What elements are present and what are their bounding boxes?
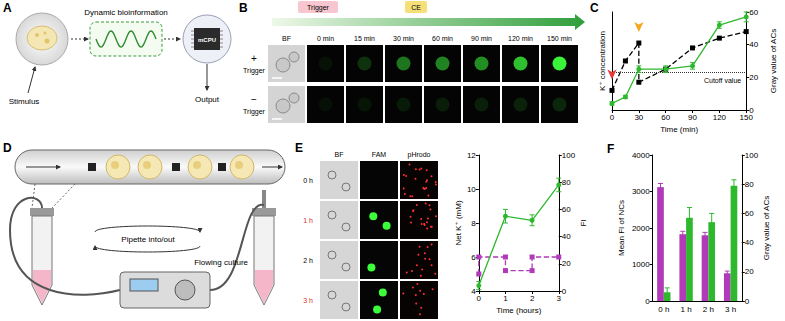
svg-text:Output: Output: [195, 95, 220, 104]
svg-text:10: 10: [467, 185, 476, 194]
svg-text:2 h: 2 h: [303, 257, 313, 264]
svg-text:Time (min): Time (min): [660, 125, 698, 134]
svg-text:+: +: [251, 53, 257, 64]
svg-text:C: C: [590, 1, 599, 15]
svg-text:1 h: 1 h: [681, 305, 692, 314]
svg-text:0 h: 0 h: [303, 177, 313, 184]
svg-text:20: 20: [749, 73, 758, 82]
svg-text:30: 30: [634, 113, 643, 122]
svg-text:FAM: FAM: [372, 151, 387, 158]
svg-text:Flowing culture: Flowing culture: [194, 258, 248, 267]
svg-text:40: 40: [749, 40, 758, 49]
svg-text:Dynamic bioinformation: Dynamic bioinformation: [84, 8, 168, 17]
svg-text:0: 0: [745, 297, 750, 306]
svg-text:120 min: 120 min: [508, 35, 533, 42]
svg-text:Stimulus: Stimulus: [9, 97, 40, 106]
svg-text:−: −: [251, 94, 257, 105]
svg-text:4: 4: [471, 286, 476, 296]
svg-text:F: F: [607, 142, 614, 156]
svg-text:E: E: [295, 141, 303, 155]
svg-text:100: 100: [745, 151, 759, 160]
svg-text:Mean FI of NCs: Mean FI of NCs: [617, 200, 626, 256]
svg-text:15 min: 15 min: [354, 35, 375, 42]
svg-text:Trigger: Trigger: [307, 4, 330, 12]
svg-text:CE: CE: [411, 4, 421, 11]
svg-text:2000: 2000: [632, 224, 650, 233]
svg-text:60: 60: [749, 8, 758, 17]
svg-text:Pipette into/out: Pipette into/out: [121, 235, 175, 244]
svg-text:Time (hours): Time (hours): [496, 306, 541, 315]
svg-text:12: 12: [467, 151, 476, 160]
svg-text:0: 0: [610, 113, 615, 122]
svg-text:mCPU: mCPU: [198, 37, 216, 43]
svg-text:30 min: 30 min: [393, 35, 414, 42]
svg-text:Trigger: Trigger: [243, 108, 266, 116]
svg-text:BF: BF: [282, 35, 291, 42]
svg-text:80: 80: [562, 178, 571, 187]
svg-text:1: 1: [503, 294, 508, 303]
svg-text:60 min: 60 min: [432, 35, 453, 42]
svg-text:0: 0: [477, 294, 482, 303]
svg-text:A: A: [3, 1, 12, 15]
svg-text:90: 90: [688, 113, 697, 122]
svg-text:80: 80: [745, 180, 754, 189]
svg-text:20: 20: [562, 259, 571, 268]
svg-text:150: 150: [740, 113, 754, 122]
svg-text:Net K⁺ (mM): Net K⁺ (mM): [454, 200, 463, 245]
svg-text:Cutoff value: Cutoff value: [704, 77, 741, 84]
svg-text:60: 60: [745, 209, 754, 218]
svg-text:0 min: 0 min: [317, 35, 334, 42]
svg-text:8: 8: [471, 219, 476, 228]
svg-text:1000: 1000: [632, 260, 650, 269]
svg-text:40: 40: [562, 232, 571, 241]
svg-text:60: 60: [661, 113, 670, 122]
svg-text:FI: FI: [579, 219, 588, 226]
svg-text:Gray value of ACs: Gray value of ACs: [762, 196, 771, 260]
svg-text:0: 0: [645, 297, 650, 306]
svg-text:pHrodo: pHrodo: [408, 151, 431, 159]
svg-text:3 h: 3 h: [303, 297, 313, 304]
svg-text:90 min: 90 min: [471, 35, 492, 42]
svg-text:0: 0: [749, 105, 754, 115]
svg-text:D: D: [3, 141, 12, 155]
svg-text:40: 40: [745, 238, 754, 247]
svg-text:150 min: 150 min: [547, 35, 572, 42]
svg-text:100: 100: [562, 151, 576, 160]
svg-text:Trigger: Trigger: [243, 67, 266, 75]
svg-text:0 h: 0 h: [658, 305, 669, 314]
svg-text:B: B: [239, 1, 248, 15]
svg-text:2 h: 2 h: [703, 305, 714, 314]
svg-text:Gray value of ACs: Gray value of ACs: [769, 29, 778, 93]
svg-text:BF: BF: [335, 151, 344, 158]
svg-text:K⁺ concentration: K⁺ concentration: [598, 31, 607, 91]
svg-text:6: 6: [471, 253, 476, 262]
svg-text:0: 0: [562, 287, 567, 296]
svg-text:1 h: 1 h: [303, 217, 313, 224]
svg-text:60: 60: [562, 205, 571, 214]
svg-text:120: 120: [713, 113, 727, 122]
svg-text:3000: 3000: [632, 187, 650, 196]
svg-text:3 h: 3 h: [725, 305, 736, 314]
svg-text:4000: 4000: [632, 151, 650, 160]
svg-text:20: 20: [745, 267, 754, 276]
svg-text:3: 3: [557, 294, 562, 303]
svg-text:2: 2: [530, 294, 535, 303]
